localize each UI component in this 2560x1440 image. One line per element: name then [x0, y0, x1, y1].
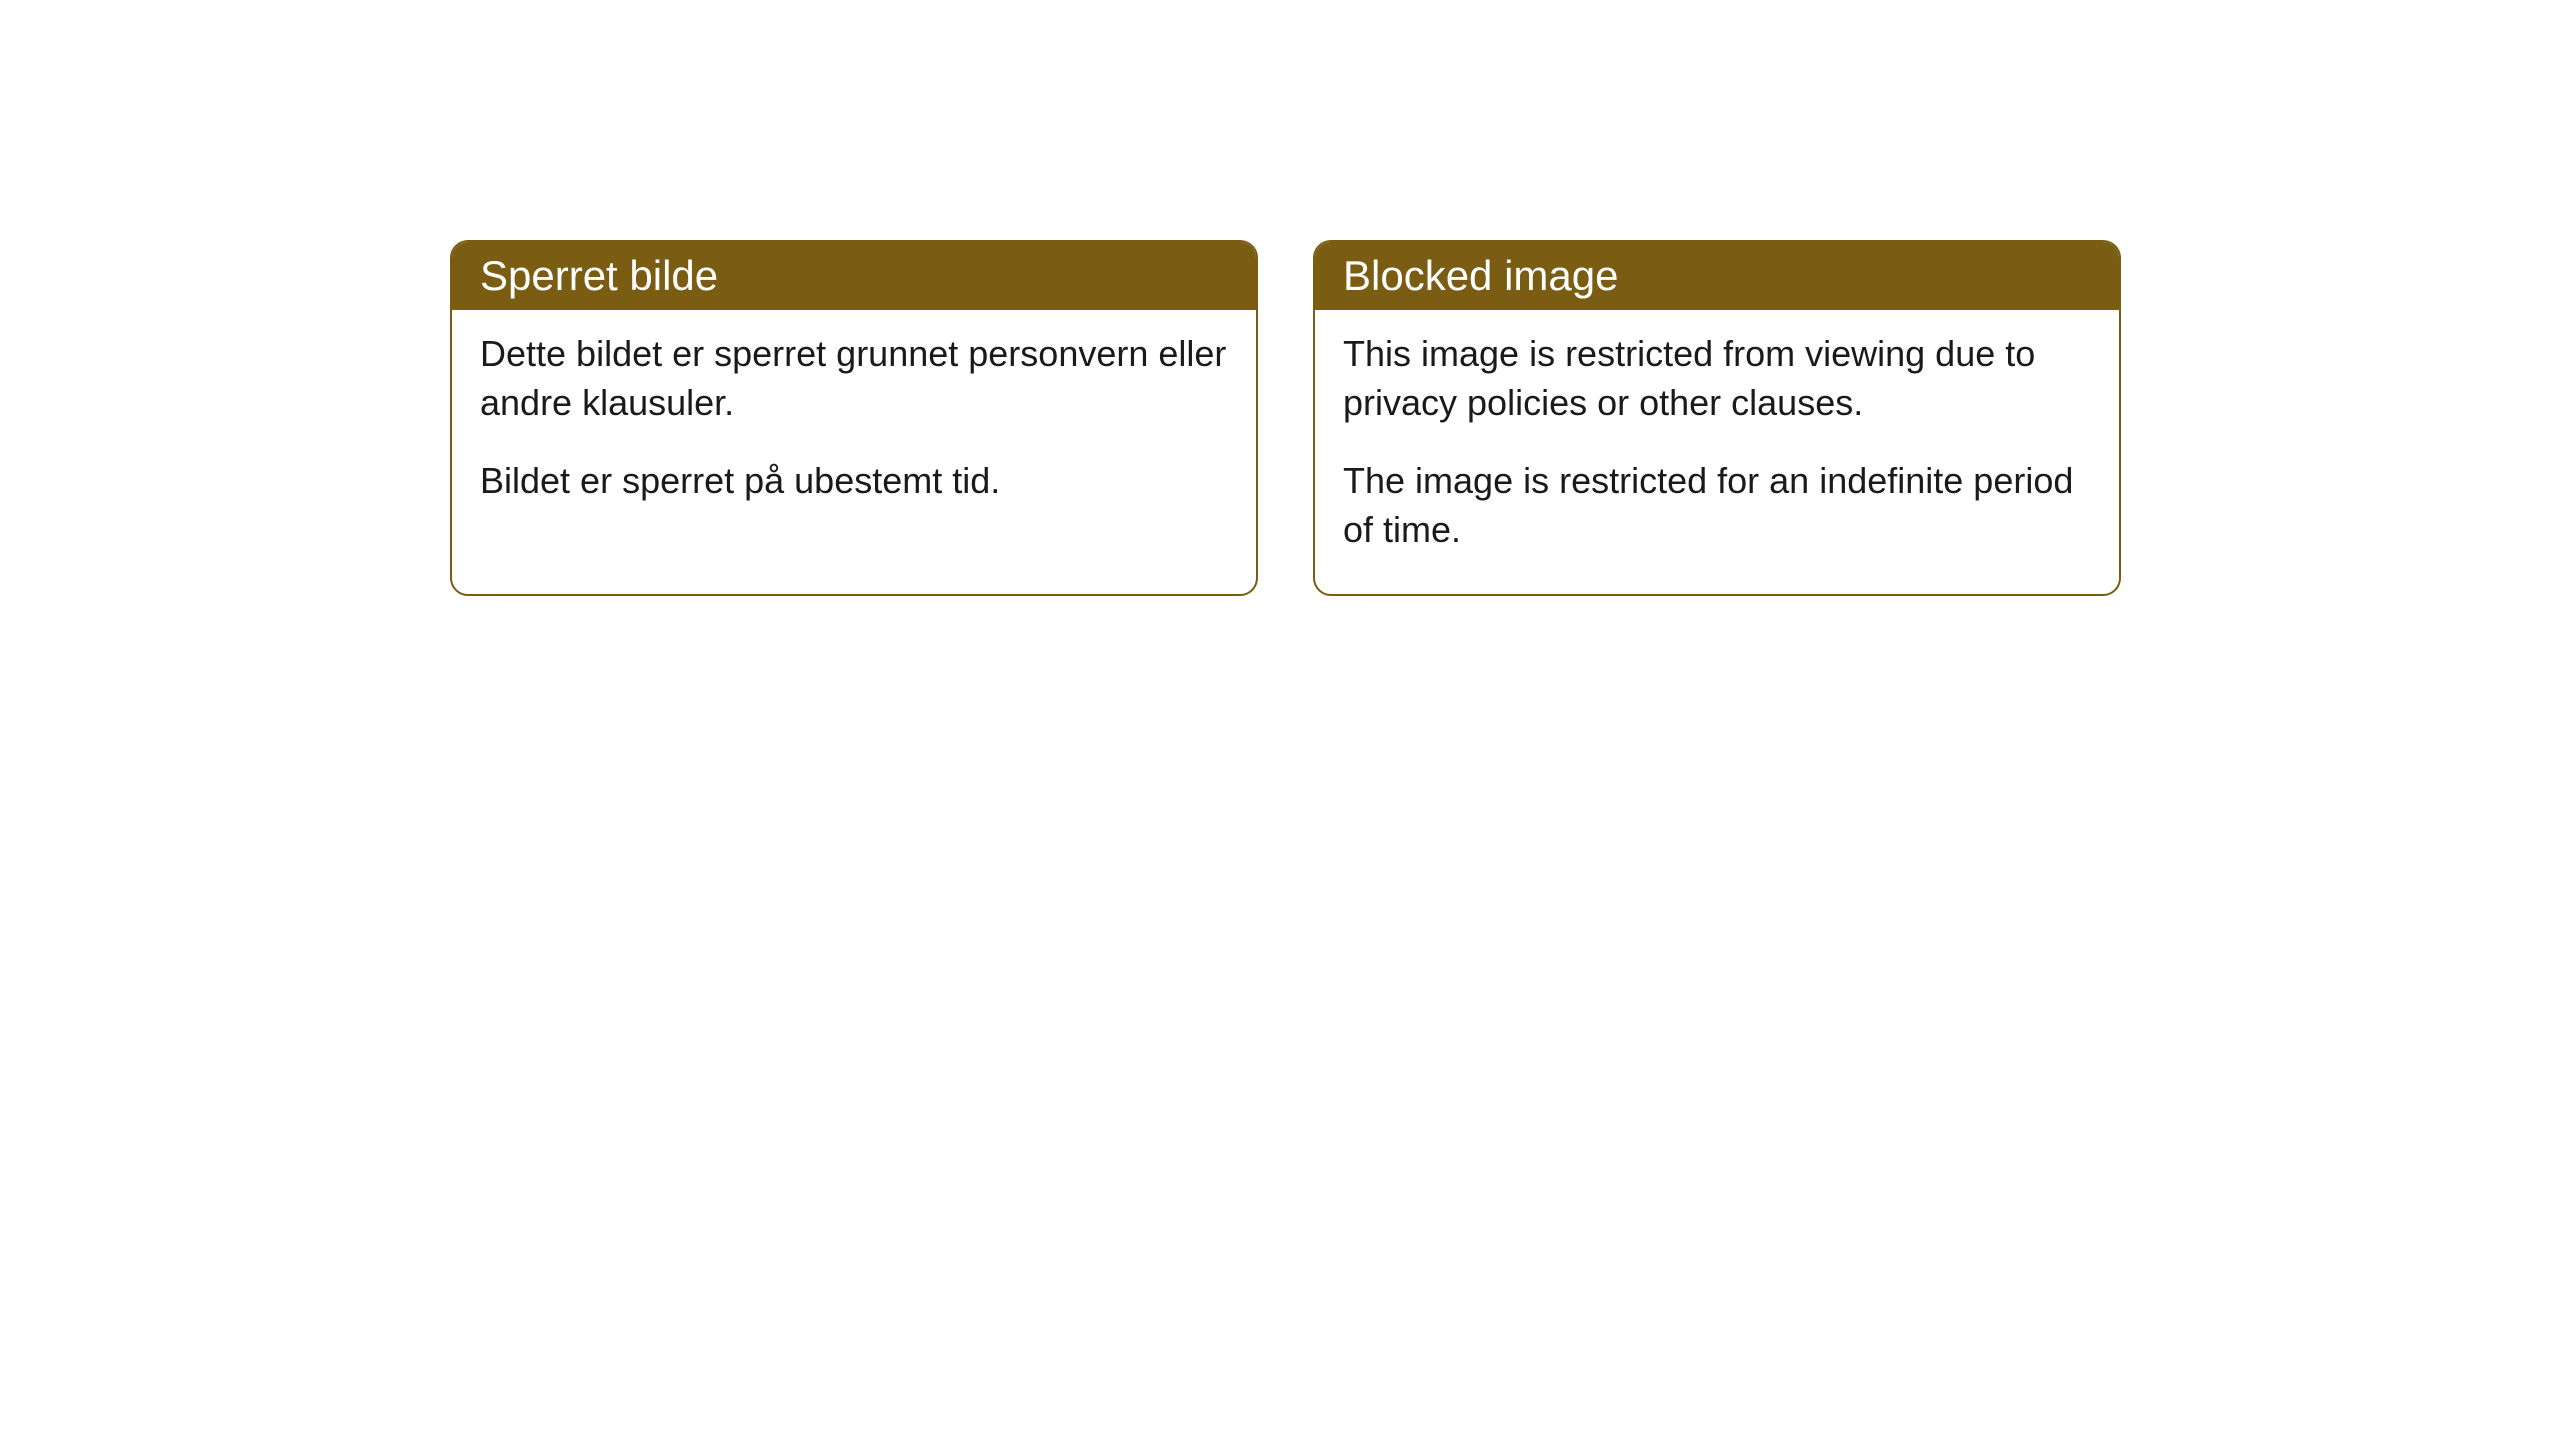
body-text-english-2: The image is restricted for an indefinit…: [1343, 457, 2091, 554]
body-text-english-1: This image is restricted from viewing du…: [1343, 330, 2091, 427]
body-text-norwegian-1: Dette bildet er sperret grunnet personve…: [480, 330, 1228, 427]
blocked-image-card-english: Blocked image This image is restricted f…: [1313, 240, 2121, 596]
card-header-english: Blocked image: [1315, 242, 2119, 310]
body-text-norwegian-2: Bildet er sperret på ubestemt tid.: [480, 457, 1228, 506]
card-body-norwegian: Dette bildet er sperret grunnet personve…: [452, 310, 1256, 546]
card-header-norwegian: Sperret bilde: [452, 242, 1256, 310]
cards-container: Sperret bilde Dette bildet er sperret gr…: [450, 240, 2560, 596]
card-body-english: This image is restricted from viewing du…: [1315, 310, 2119, 594]
blocked-image-card-norwegian: Sperret bilde Dette bildet er sperret gr…: [450, 240, 1258, 596]
